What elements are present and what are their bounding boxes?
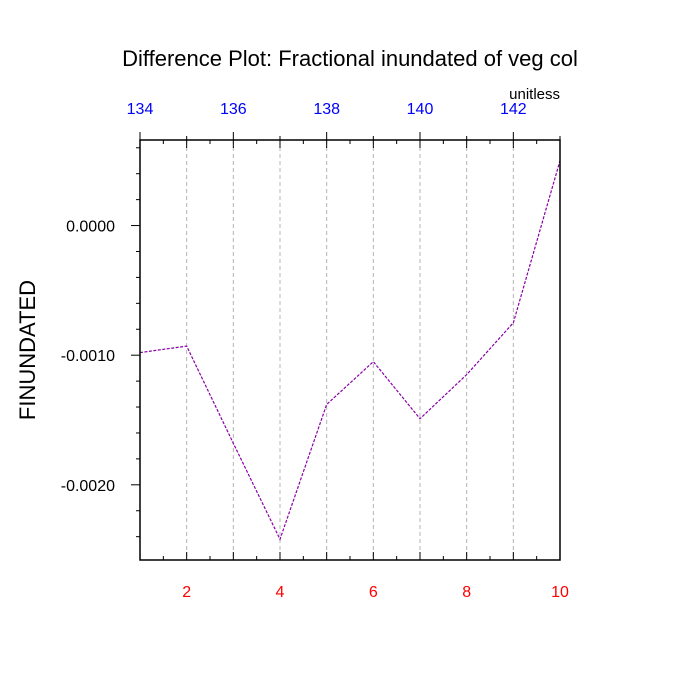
y-tick-label: -0.0010: [61, 348, 115, 365]
y-axis-label: FINUNDATED: [15, 280, 40, 420]
y-tick-label: 0.0000: [66, 219, 115, 236]
x-bottom-tick-label: 4: [276, 584, 285, 601]
x-top-tick-label: 136: [220, 101, 247, 118]
x-bottom-tick-label: 2: [182, 584, 191, 601]
series-group: [139, 160, 561, 541]
chart-title: Difference Plot: Fractional inundated of…: [122, 46, 578, 71]
x-top-tick-label: 142: [500, 101, 527, 118]
y-tick-label: -0.0020: [61, 478, 115, 495]
plot-frame: [139, 139, 561, 561]
units-label: unitless: [509, 86, 560, 103]
x-bottom-tick-label: 10: [551, 584, 569, 601]
grid-lines: [186, 140, 514, 560]
axes: 2 4 6 8 10 134 136 138 140 142 0.0000 -0.0010 -0.002…: [61, 101, 569, 601]
series-line: [139, 160, 561, 541]
x-top-tick-label: 140: [407, 101, 434, 118]
x-bottom-tick-label: 6: [369, 584, 378, 601]
x-bottom-tick-label: 8: [462, 584, 471, 601]
x-top-tick-label: 134: [127, 101, 154, 118]
x-top-tick-label: 138: [313, 101, 340, 118]
